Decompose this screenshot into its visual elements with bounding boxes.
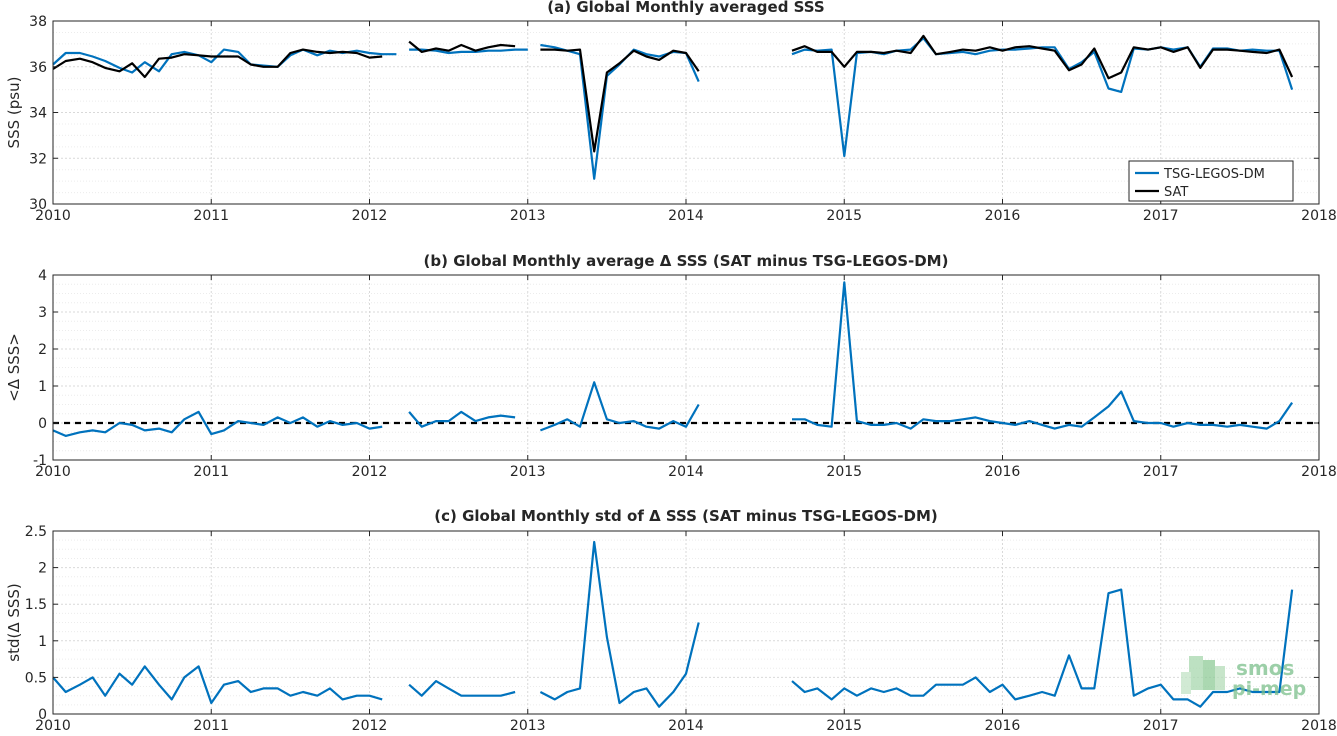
- series-line-sat: [791, 34, 1294, 80]
- x-tick-label: 2012: [352, 208, 388, 224]
- x-tick-label: 2010: [35, 208, 71, 224]
- y-tick-label: 2: [38, 561, 47, 577]
- logo-block: [1189, 656, 1203, 690]
- x-tick-label: 2011: [193, 208, 229, 224]
- x-tick-label: 2017: [1143, 464, 1179, 480]
- chart-title: (b) Global Monthly average Δ SSS (SAT mi…: [424, 252, 949, 270]
- y-tick-label: 4: [38, 268, 47, 284]
- y-tick-label: 0.5: [25, 670, 47, 686]
- x-tick-label: 2017: [1143, 208, 1179, 224]
- logo-block: [1181, 672, 1191, 694]
- y-tick-label: 1.5: [25, 597, 47, 613]
- series-line-delta: [52, 410, 383, 437]
- x-tick-label: 2012: [352, 718, 388, 734]
- x-tick-label: 2013: [510, 208, 546, 224]
- x-tick-label: 2016: [985, 464, 1021, 480]
- y-tick-label: 32: [29, 151, 47, 167]
- series-line-delta: [792, 281, 1294, 430]
- x-tick-label: 2018: [1301, 718, 1337, 734]
- legend-box: [1128, 160, 1294, 202]
- x-tick-label: 2018: [1301, 464, 1337, 480]
- series-line-delta: [540, 381, 700, 432]
- y-axis-label: SSS (psu): [5, 77, 23, 149]
- x-tick-label: 2015: [826, 718, 862, 734]
- series-line-sat: [408, 40, 516, 53]
- x-tick-label: 2011: [193, 464, 229, 480]
- x-tick-label: 2011: [193, 718, 229, 734]
- chart-title: (a) Global Monthly averaged SSS: [547, 0, 824, 16]
- x-tick-label: 2013: [510, 464, 546, 480]
- y-tick-label: 34: [29, 106, 47, 122]
- logo-line2: pi-mep: [1232, 678, 1306, 700]
- y-tick-label: 30: [29, 197, 47, 213]
- y-tick-label: 2.5: [25, 524, 47, 540]
- x-tick-label: 2014: [668, 208, 704, 224]
- series-line-sat: [540, 48, 700, 153]
- logo-block: [1215, 666, 1225, 690]
- x-tick-label: 2010: [35, 464, 71, 480]
- x-tick-label: 2015: [826, 464, 862, 480]
- series-line-delta: [408, 410, 516, 428]
- logo-block: [1203, 660, 1215, 690]
- x-tick-label: 2016: [985, 208, 1021, 224]
- logo-line1: smos: [1236, 656, 1294, 680]
- y-tick-label: -1: [33, 453, 47, 469]
- legend-entry: TSG-LEGOS-DM: [1163, 167, 1265, 182]
- chart-panel-1: 2010 2011 2012 2013 2014 2015 2016 2017 2018 30 32…: [5, 0, 1337, 224]
- series-line-delta: [791, 588, 1294, 708]
- y-axis-label: <Δ SSS>: [5, 333, 23, 402]
- y-tick-label: 1: [38, 634, 47, 650]
- x-tick-label: 2015: [826, 208, 862, 224]
- y-tick-label: 36: [29, 60, 47, 76]
- x-tick-label: 2018: [1301, 208, 1337, 224]
- series-line-delta: [408, 680, 516, 697]
- x-tick-label: 2016: [985, 718, 1021, 734]
- y-tick-label: 0: [38, 707, 47, 723]
- series-line-sat: [52, 48, 383, 79]
- y-tick-label: 2: [38, 342, 47, 358]
- x-tick-label: 2014: [668, 718, 704, 734]
- series-line-delta: [539, 540, 700, 708]
- y-tick-label: 3: [38, 305, 47, 321]
- y-tick-label: 1: [38, 379, 47, 395]
- legend-entry: SAT: [1164, 185, 1188, 200]
- series-line-delta: [52, 665, 383, 705]
- x-tick-label: 2014: [668, 464, 704, 480]
- smos-pi-mep-logo: smos pi-mep: [1181, 656, 1306, 700]
- x-tick-label: 2012: [352, 464, 388, 480]
- chart-title: (c) Global Monthly std of Δ SSS (SAT min…: [434, 507, 937, 525]
- y-axis-label: std(Δ SSS): [5, 583, 23, 662]
- y-tick-label: 38: [29, 14, 47, 30]
- chart-panel-2: 2010 2011 2012 2013 2014 2015 2016 2017 2018 -1 0 1…: [5, 252, 1337, 480]
- x-tick-label: 2013: [510, 718, 546, 734]
- chart-panel-3: 2010 2011 2012 2013 2014 2015 2016 2017 2018 0 0.5…: [5, 507, 1337, 734]
- x-tick-label: 2017: [1143, 718, 1179, 734]
- x-tick-label: 2010: [35, 718, 71, 734]
- y-tick-label: 0: [38, 416, 47, 432]
